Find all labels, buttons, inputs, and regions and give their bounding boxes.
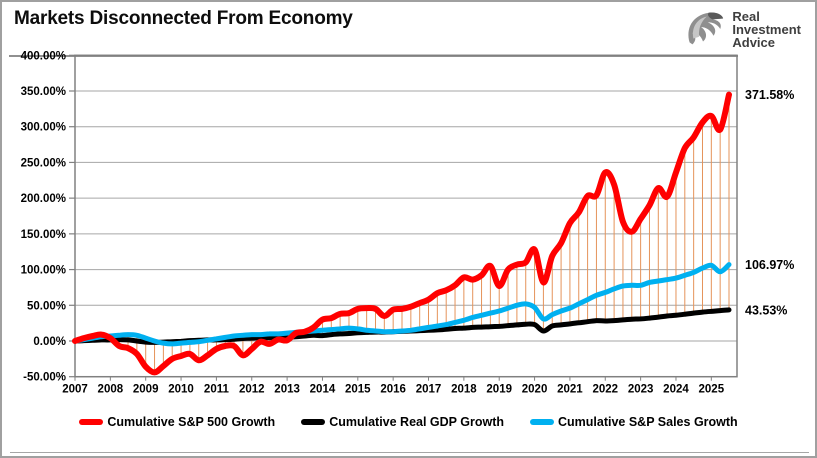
legend-label-gdp: Cumulative Real GDP Growth <box>329 415 504 429</box>
legend-item-real-gdp-growth: Cumulative Real GDP Growth <box>301 415 504 429</box>
legend-label-sales: Cumulative S&P Sales Growth <box>558 415 738 429</box>
end-labels: 371.58% 43.53% 106.97% <box>745 88 794 317</box>
x-tick-label: 2022 <box>592 384 618 396</box>
logo-line-2: Investment <box>732 21 801 37</box>
x-axis-labels: 2007 2008 2009 2010 2011 2012 2013 2014 2015 2016… <box>62 384 725 396</box>
x-tick-label: 2023 <box>628 384 654 396</box>
end-label-gdp: 43.53% <box>745 303 787 317</box>
y-tick-label: 250.00% <box>21 157 66 169</box>
end-label-sales: 106.97% <box>745 258 794 272</box>
x-tick-label: 2008 <box>98 384 124 396</box>
legend-swatch-sales-icon <box>530 419 554 425</box>
legend-swatch-sp500-icon <box>79 419 104 425</box>
series-line-sp500 <box>72 91 732 376</box>
page-title: Markets Disconnected From Economy <box>14 8 353 29</box>
gridlines <box>75 90 737 342</box>
y-tick-label: 300.00% <box>21 122 66 134</box>
y-tick-label: -50.00% <box>23 372 66 384</box>
x-tick-label: 2014 <box>310 384 336 396</box>
x-tick-label: 2025 <box>699 384 725 396</box>
legend-swatch-gdp-icon <box>301 419 326 425</box>
x-tick-label: 2018 <box>451 384 477 396</box>
y-tick-label: 100.00% <box>21 265 66 277</box>
y-tick-label: 350.00% <box>21 86 66 98</box>
y-tick-label: 50.00% <box>27 300 66 312</box>
x-tick-label: 2013 <box>274 384 300 396</box>
y-tick-label: 150.00% <box>21 229 66 241</box>
x-tick-label: 2015 <box>345 384 371 396</box>
x-tick-label: 2009 <box>133 384 159 396</box>
bottom-divider <box>10 452 809 453</box>
x-tick-label: 2007 <box>62 384 88 396</box>
x-tick-label: 2012 <box>239 384 265 396</box>
logo-line-3: Advice <box>732 34 775 50</box>
legend-label-sp500: Cumulative S&P 500 Growth <box>107 415 276 429</box>
x-tick-label: 2010 <box>168 384 194 396</box>
ria-logo-text: Real Investment Advice <box>732 10 801 49</box>
legend: Cumulative S&P 500 Growth Cumulative Rea… <box>2 415 815 429</box>
x-tick-label: 2017 <box>416 384 442 396</box>
end-label-sp500: 371.58% <box>745 88 794 102</box>
legend-item-sp-sales-growth: Cumulative S&P Sales Growth <box>530 415 738 429</box>
y-tick-label: 0.00% <box>33 336 66 348</box>
series-line-sales <box>72 262 732 347</box>
y-axis-labels: 400.00% 350.00% 300.00% 250.00% 200.00% 150.0… <box>21 50 66 383</box>
x-tick-label: 2019 <box>486 384 512 396</box>
legend-item-sp500-growth: Cumulative S&P 500 Growth <box>79 415 275 429</box>
plot-border <box>74 54 738 378</box>
x-tick-label: 2011 <box>204 384 230 396</box>
x-tick-label: 2016 <box>380 384 406 396</box>
x-tick-label: 2020 <box>522 384 548 396</box>
ria-logo-eagle-icon <box>688 12 724 45</box>
logo-line-1: Real <box>732 8 760 24</box>
x-tick-label: 2024 <box>663 384 689 396</box>
ria-logo: Real Investment Advice <box>680 6 801 52</box>
x-tick-label: 2021 <box>557 384 583 396</box>
y-tick-label: 400.00% <box>21 50 66 62</box>
y-tick-label: 200.00% <box>21 193 66 205</box>
